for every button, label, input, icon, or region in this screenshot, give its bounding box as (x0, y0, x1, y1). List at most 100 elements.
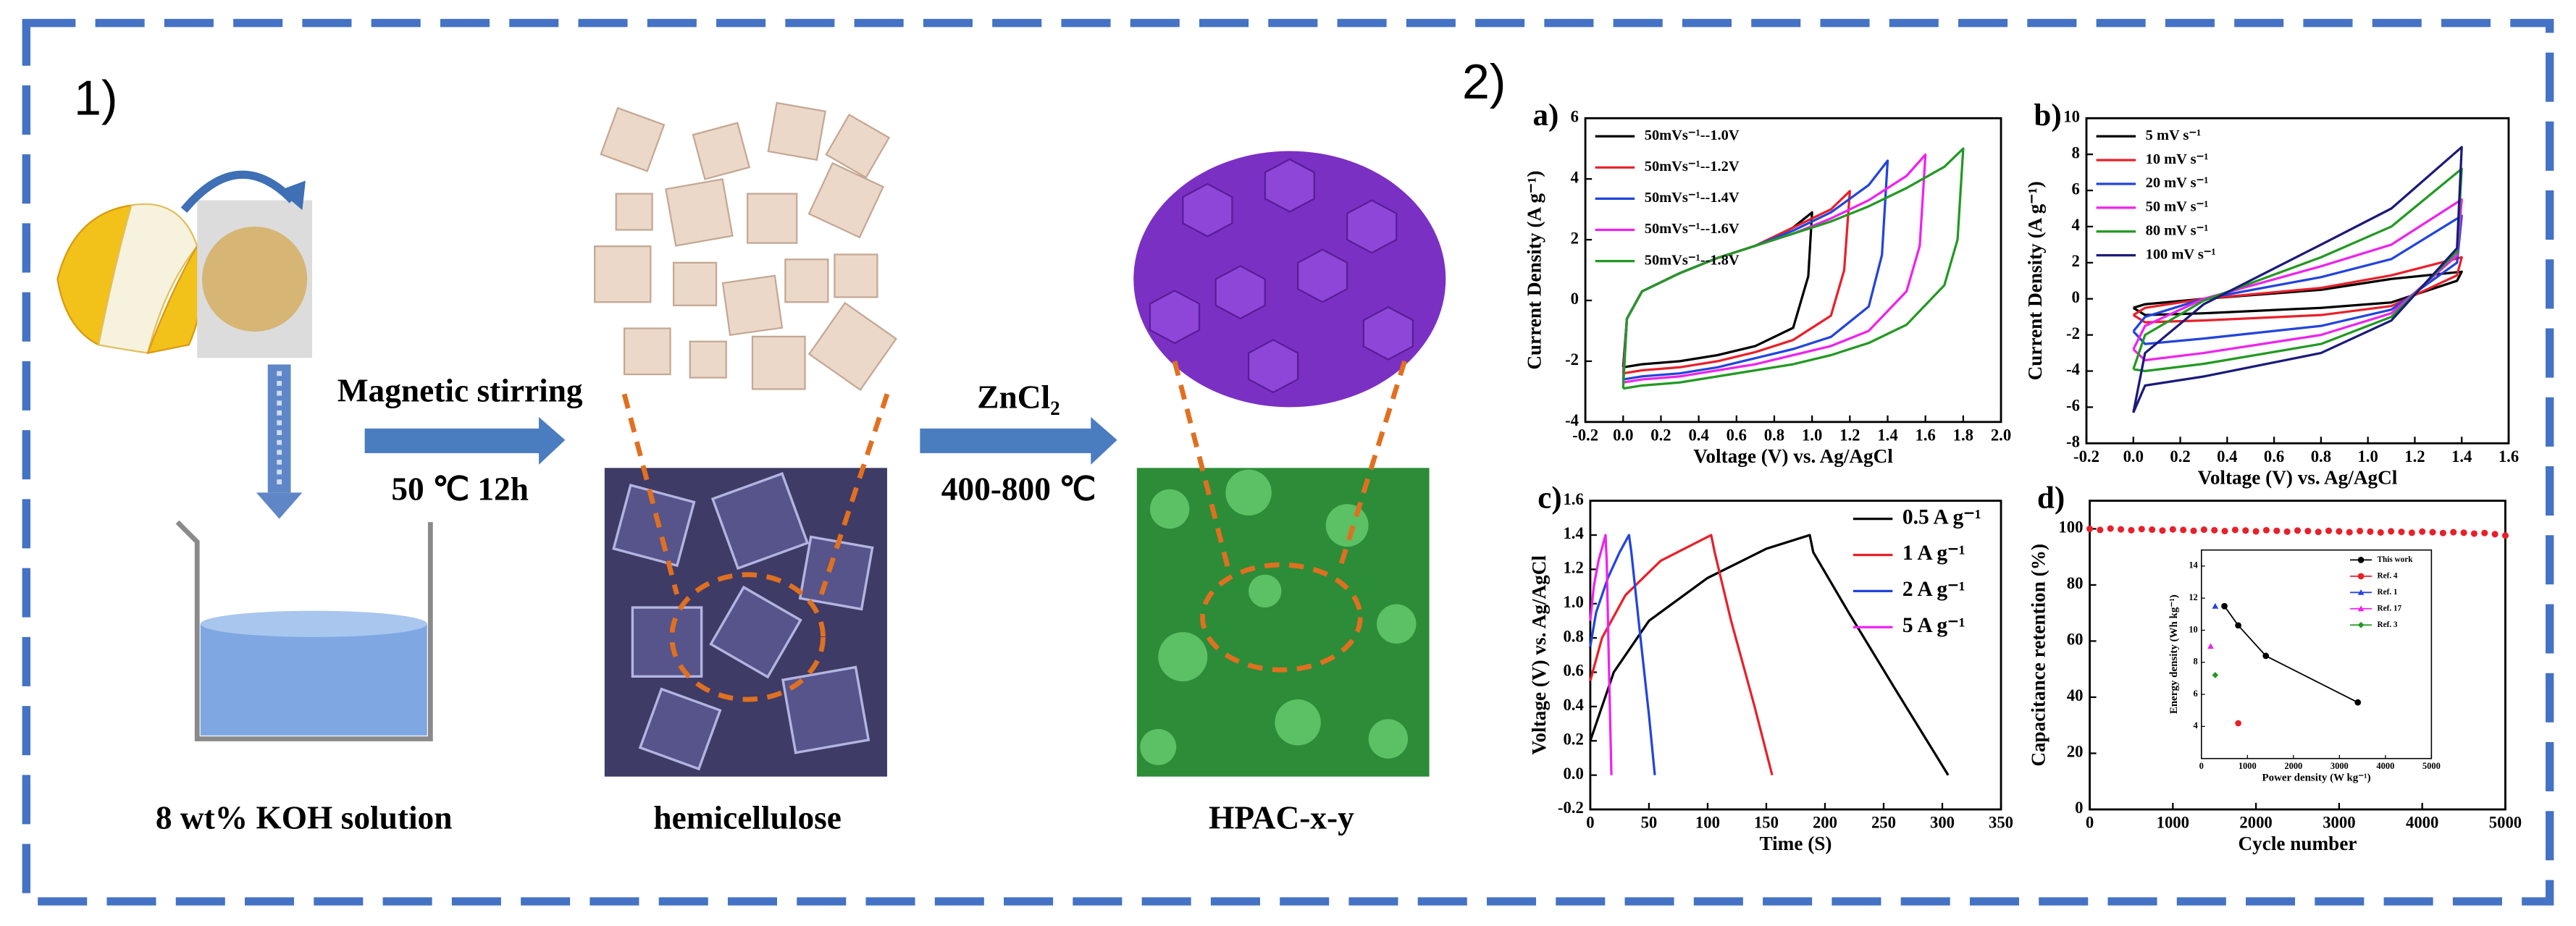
x-tick-label: 1.8 (1953, 426, 1973, 444)
data-point (2336, 528, 2343, 535)
legend-label: Ref. 3 (2378, 620, 2398, 629)
data-point (2367, 528, 2374, 535)
crystal (631, 606, 703, 678)
data-point (2470, 530, 2478, 537)
cube (807, 301, 897, 392)
data-point (2315, 529, 2322, 536)
x-tick-label: -0.2 (2073, 447, 2099, 466)
y-tick-label: 40 (2067, 686, 2084, 704)
curved-arrow (180, 170, 295, 213)
beaker-label: 8 wt% KOH solution (156, 799, 453, 835)
cube (767, 101, 826, 161)
data-point (2242, 527, 2249, 534)
legend-label: Ref. 17 (2378, 604, 2402, 613)
y-tick-label: 1.4 (1563, 524, 1583, 542)
x-axis-label: Cycle number (2238, 833, 2357, 854)
legend-label: 100 mV s⁻¹ (2146, 246, 2216, 262)
arrow-head (539, 417, 566, 465)
solution (200, 623, 427, 736)
data-point (2283, 528, 2291, 535)
data-point (2221, 602, 2228, 610)
cube (747, 193, 798, 244)
x-axis-label: Power density (W kg⁻¹) (2262, 773, 2370, 784)
x-tick-label: 0.8 (1764, 426, 1784, 444)
y-tick-label: -6 (2066, 397, 2080, 415)
x-tick-label: 200 (1813, 814, 1837, 832)
x-tick-label: 0.8 (2311, 447, 2331, 466)
y-tick-label: 60 (2067, 631, 2084, 649)
data-point (2388, 528, 2395, 535)
flake (1247, 339, 1299, 394)
x-tick-label: 1.6 (2499, 447, 2519, 466)
legend-label: 50mVs⁻¹--1.6V (1645, 221, 1740, 237)
cube (751, 335, 806, 390)
x-tick-label: 350 (1989, 814, 2013, 832)
panel-label: c) (1537, 481, 1561, 515)
cube (594, 245, 652, 303)
x-tick-label: 0.4 (2217, 447, 2237, 466)
x-axis-label: Voltage (V) vs. Ag/AgCl (1693, 445, 1893, 467)
y-tick-label: 0 (2075, 799, 2083, 817)
data-point (2304, 527, 2312, 535)
y-tick-label: 0 (2072, 288, 2080, 306)
y-tick-label: 2 (1571, 229, 1579, 247)
x-tick-label: 4000 (2376, 761, 2394, 771)
data-point (2086, 525, 2094, 532)
legend-label: 1 A g⁻¹ (1902, 542, 1965, 565)
arrow-head (256, 492, 303, 519)
legend-marker (2357, 557, 2365, 563)
crystal (612, 484, 696, 568)
y-tick-label: 20 (2067, 743, 2084, 761)
solution-surface (200, 610, 427, 637)
data-point (2346, 529, 2353, 536)
crystal (798, 535, 874, 611)
x-tick-label: 0.2 (2170, 447, 2190, 466)
data-point (2200, 526, 2207, 534)
data-point (2429, 529, 2436, 536)
process-arrow (364, 428, 542, 453)
legend-label: Ref. 1 (2378, 588, 2398, 597)
x-tick-label: 0.6 (2264, 447, 2284, 466)
legend-label: This work (2378, 555, 2414, 564)
data-point (2211, 526, 2218, 534)
legend-marker (2357, 589, 2365, 595)
zoom-ellipse (1200, 562, 1363, 673)
y-tick-label: -2 (2066, 324, 2080, 342)
flake (1149, 290, 1201, 345)
y-tick-label: 100 (2058, 518, 2083, 536)
data-point (2262, 526, 2270, 534)
legend-marker (2357, 605, 2365, 612)
x-tick-label: 0.0 (1613, 426, 1633, 444)
y-tick-label: 4 (2194, 720, 2198, 731)
crystal (781, 665, 870, 754)
powder (202, 226, 308, 332)
x-tick-label: 2000 (2284, 761, 2302, 771)
data-point (2207, 643, 2214, 649)
y-tick-label: 0.8 (1563, 627, 1583, 645)
y-tick-label: 4 (2072, 216, 2080, 234)
x-tick-label: 0.2 (1650, 426, 1671, 444)
plot-area (1584, 117, 2002, 424)
y-tick-label: 1.6 (1563, 490, 1583, 508)
flake (1346, 199, 1398, 254)
y-tick-label: 2 (2072, 252, 2080, 270)
cube (689, 340, 727, 379)
series-line (1589, 534, 1774, 776)
x-tick-label: 1.0 (2357, 447, 2378, 466)
particle (1158, 632, 1208, 682)
legend-label: 50mVs⁻¹--1.8V (1645, 252, 1740, 268)
cube-illustration (594, 101, 897, 392)
data-point (2377, 529, 2384, 536)
y-tick-label: 0.0 (1563, 765, 1583, 783)
cube (807, 161, 885, 239)
zoom-line (621, 393, 679, 595)
data-point (2138, 526, 2145, 533)
dashed-border (22, 19, 2554, 906)
y-tick-label: -2 (1565, 350, 1579, 369)
data-point (2252, 528, 2260, 535)
reagent-label: Magnetic stirring (337, 373, 583, 409)
flake (1182, 182, 1233, 237)
y-tick-label: 0.2 (1563, 730, 1583, 748)
